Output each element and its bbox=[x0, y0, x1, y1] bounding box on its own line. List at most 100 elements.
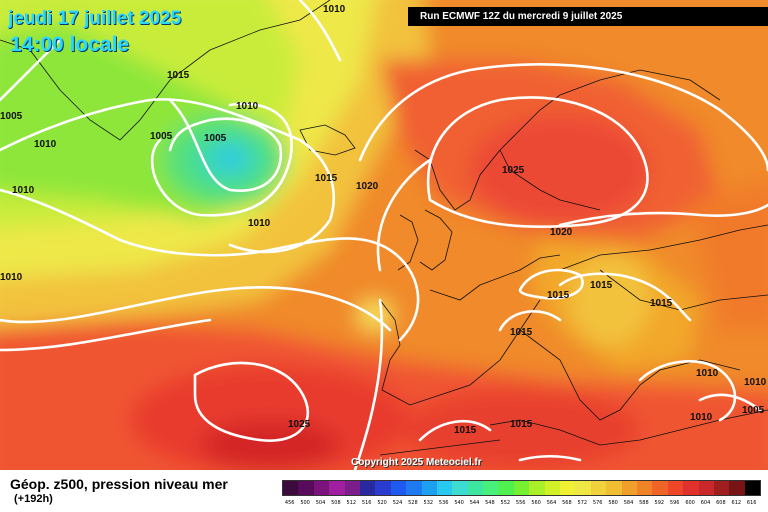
scale-swatch bbox=[390, 481, 407, 495]
scale-tick-label: 612 bbox=[731, 500, 742, 506]
scale-swatch bbox=[560, 481, 576, 495]
isobar-label: 1005 bbox=[204, 133, 227, 144]
forecast-date: jeudi 17 juillet 2025 bbox=[8, 8, 182, 29]
scale-swatch bbox=[313, 481, 330, 495]
isobar-label: 1010 bbox=[236, 101, 259, 112]
scale-swatch bbox=[636, 481, 653, 495]
isobar-label: 1015 bbox=[547, 290, 570, 301]
scale-tick-label: 580 bbox=[608, 500, 618, 506]
isobar-label: 1015 bbox=[315, 173, 338, 184]
isobar-label: 1015 bbox=[510, 327, 533, 338]
scale-swatch bbox=[283, 481, 299, 495]
scale-tick-label: 604 bbox=[700, 500, 711, 506]
scale-swatch bbox=[652, 481, 668, 495]
scale-swatch bbox=[698, 481, 714, 495]
scale-swatch bbox=[606, 481, 622, 495]
scale-tick-label: 584 bbox=[623, 500, 634, 506]
scale-tick-label: 540 bbox=[454, 500, 464, 506]
isobar-labels: 1010 1015 1010 1005 1005 1010 1005 1015 … bbox=[0, 4, 767, 436]
isobar-label: 1010 bbox=[744, 377, 767, 388]
isobar-label: 1015 bbox=[510, 419, 533, 430]
scale-swatch bbox=[406, 481, 422, 495]
isobar-label: 1025 bbox=[288, 419, 311, 430]
scale-tick-label: 524 bbox=[392, 500, 403, 506]
scale-swatch bbox=[467, 481, 484, 495]
isobar-label: 1015 bbox=[454, 425, 477, 436]
scale-tick-label: 616 bbox=[746, 500, 757, 506]
scale-tick-label: 536 bbox=[438, 500, 449, 506]
weather-map: 1010 1015 1010 1005 1005 1010 1005 1015 … bbox=[0, 0, 768, 470]
scale-swatch bbox=[298, 481, 314, 495]
scale-swatch bbox=[436, 481, 453, 495]
scale-swatch bbox=[683, 481, 699, 495]
scale-tick-label: 608 bbox=[716, 500, 726, 506]
scale-tick-label: 576 bbox=[592, 500, 603, 506]
isobar-label: 1005 bbox=[0, 111, 23, 122]
isobar-label: 1005 bbox=[742, 405, 765, 416]
forecast-time: 14:00 locale bbox=[10, 33, 130, 56]
isobar-label: 1015 bbox=[167, 70, 190, 81]
scale-tick-label: 596 bbox=[669, 500, 680, 506]
scale-tick-label: 456 bbox=[284, 500, 295, 506]
isobar-label: 1010 bbox=[323, 4, 346, 15]
scale-swatch bbox=[329, 481, 345, 495]
copyright: Copyright 2025 Meteociel.fr bbox=[351, 457, 482, 468]
legend-title: Géop. z500, pression niveau mer bbox=[10, 476, 228, 492]
scale-tick-label: 516 bbox=[361, 500, 372, 506]
isobar-label: 1020 bbox=[356, 181, 379, 192]
scale-tick-label: 548 bbox=[485, 500, 495, 506]
scale-swatch bbox=[344, 481, 360, 495]
isobar-label: 1025 bbox=[502, 165, 525, 176]
scale-swatch bbox=[667, 481, 684, 495]
scale-tick-label: 504 bbox=[315, 500, 326, 506]
scale-swatch bbox=[359, 481, 376, 495]
scale-swatch bbox=[621, 481, 637, 495]
scale-swatch bbox=[575, 481, 591, 495]
geopotential-field bbox=[0, 0, 768, 470]
color-scale bbox=[282, 480, 762, 496]
scale-swatch bbox=[713, 481, 730, 495]
scale-tick-label: 528 bbox=[408, 500, 418, 506]
isobar-label: 1015 bbox=[590, 280, 613, 291]
scale-tick-label: 556 bbox=[515, 500, 526, 506]
scale-tick-label: 500 bbox=[300, 500, 310, 506]
isobar-label: 1010 bbox=[690, 412, 713, 423]
color-scale-ticks: 456 500 504 508 512 516 520 524 528 532 536 540 544 5… bbox=[282, 500, 762, 508]
scale-tick-label: 532 bbox=[423, 500, 434, 506]
scale-swatch bbox=[544, 481, 561, 495]
scale-swatch bbox=[498, 481, 514, 495]
scale-tick-label: 544 bbox=[469, 500, 480, 506]
isobar-label: 1005 bbox=[150, 131, 173, 142]
isobar-label: 1010 bbox=[696, 368, 719, 379]
isobars bbox=[0, 0, 768, 470]
scale-swatch bbox=[529, 481, 545, 495]
scale-swatch bbox=[729, 481, 745, 495]
scale-tick-label: 568 bbox=[562, 500, 572, 506]
scale-tick-label: 560 bbox=[531, 500, 541, 506]
scale-swatch bbox=[513, 481, 530, 495]
isobar-label: 1010 bbox=[12, 185, 35, 196]
scale-tick-label: 512 bbox=[346, 500, 357, 506]
scale-tick-label: 564 bbox=[546, 500, 557, 506]
legend-subtitle: (+192h) bbox=[14, 493, 53, 505]
scale-tick-label: 592 bbox=[654, 500, 665, 506]
legend-panel: Géop. z500, pression niveau mer (+192h) … bbox=[0, 470, 768, 512]
scale-swatch bbox=[452, 481, 468, 495]
scale-tick-label: 508 bbox=[331, 500, 341, 506]
scale-tick-label: 588 bbox=[639, 500, 649, 506]
scale-tick-label: 520 bbox=[377, 500, 387, 506]
scale-swatch bbox=[590, 481, 607, 495]
scale-swatch bbox=[744, 481, 761, 495]
scale-swatch bbox=[421, 481, 437, 495]
scale-swatch bbox=[483, 481, 499, 495]
isobar-label: 1015 bbox=[650, 298, 673, 309]
isobar-label: 1010 bbox=[0, 272, 23, 283]
isobar-label: 1010 bbox=[34, 139, 57, 150]
scale-swatch bbox=[375, 481, 391, 495]
isobar-label: 1020 bbox=[550, 227, 573, 238]
scale-tick-label: 552 bbox=[500, 500, 511, 506]
isobar-label: 1010 bbox=[248, 218, 271, 229]
model-run-label: Run ECMWF 12Z du mercredi 9 juillet 2025 bbox=[408, 7, 768, 26]
scale-tick-label: 572 bbox=[577, 500, 588, 506]
scale-tick-label: 600 bbox=[685, 500, 695, 506]
